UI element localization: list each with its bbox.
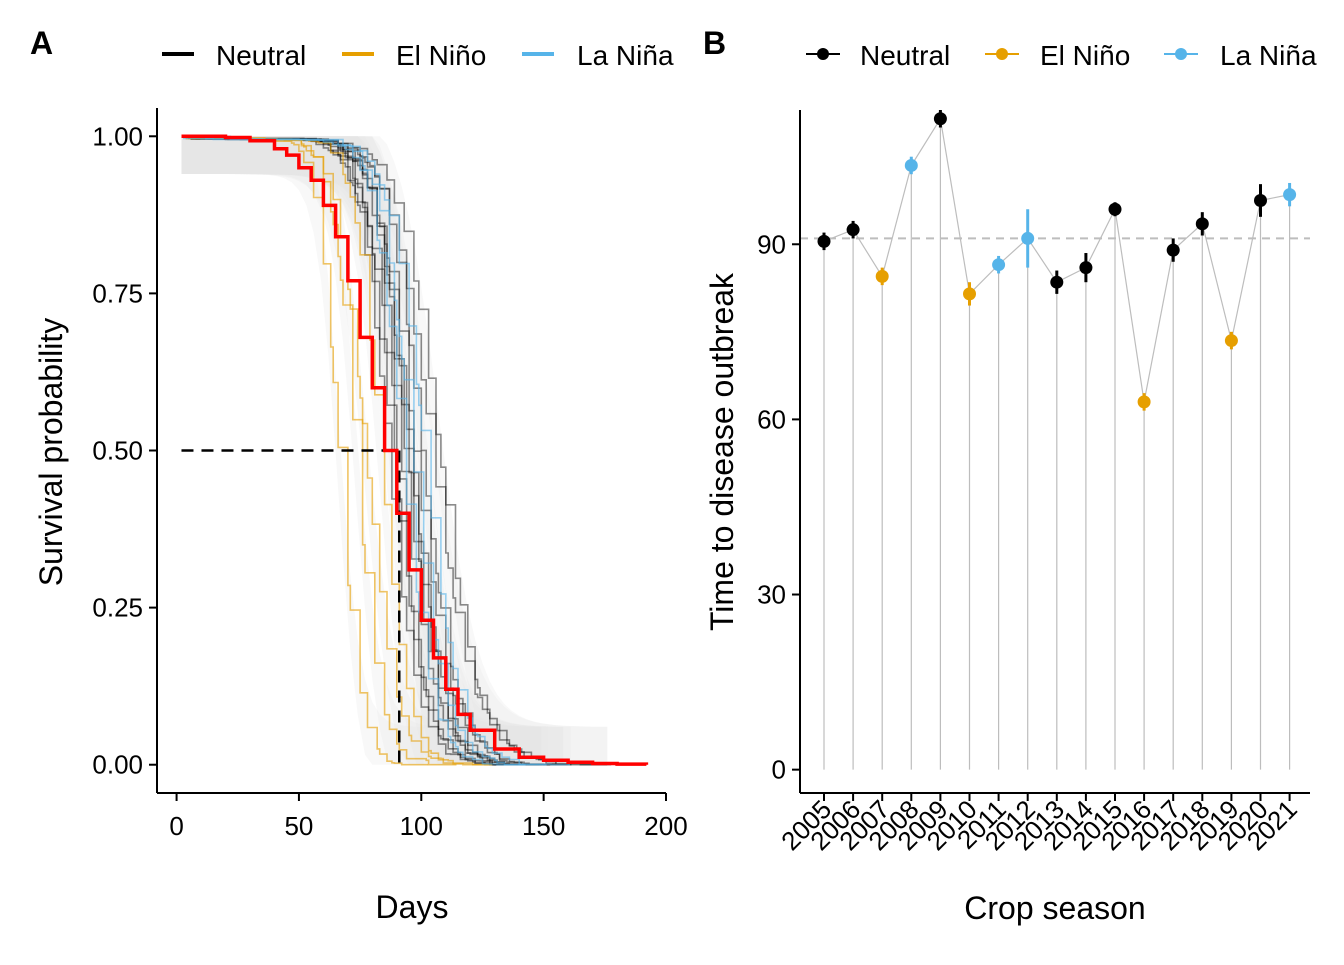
panel-a-x-tick-label: 50	[284, 811, 313, 841]
point-2016	[1137, 395, 1151, 409]
panel-a-mean-curve-group	[181, 134, 649, 766]
panel-b-x-ticks: 2005200620072008200920102011201220132014…	[775, 793, 1303, 856]
legend-a-la-nina-label: La Niña	[577, 40, 674, 71]
point-2020	[1254, 193, 1267, 207]
mean-survival-curve	[181, 134, 649, 766]
panel-b-x-axis-title: Crop season	[964, 890, 1145, 926]
panel-a-y-axis-title: Survival probability	[33, 318, 69, 587]
point-2018	[1195, 217, 1209, 231]
point-2017	[1166, 243, 1180, 257]
panel-a-y-tick-label: 0.00	[92, 750, 143, 780]
panel-a-y-tick-label: 0.25	[92, 593, 143, 623]
panel-a-y-tick-label: 1.00	[92, 121, 143, 151]
point-2005	[817, 234, 831, 248]
panel-a-y-tick-label: 0.50	[92, 436, 143, 466]
panel-a-x-tick-label: 100	[400, 811, 443, 841]
panel-a-median-reference	[181, 449, 401, 765]
legend-a-el-nino-label: El Niño	[396, 40, 486, 71]
point-2021	[1283, 188, 1297, 202]
panel-b-y-axis-title: Time to disease outbreak	[704, 272, 740, 631]
point-2006	[846, 223, 860, 237]
panel-b-y-tick-label: 90	[757, 229, 786, 259]
panel-a-x-tick-label: 200	[644, 811, 687, 841]
panel-b-drop-lines	[823, 118, 1291, 770]
panel-b-y-ticks: 0 30 60 90	[757, 229, 800, 785]
legend-b-el-nino-key-dot	[996, 48, 1008, 60]
point-2010	[963, 287, 976, 301]
panel-b-points	[817, 110, 1297, 411]
point-2009	[933, 112, 947, 126]
panel-a-plot: 0.00 0.25 0.50 0.75 1.00 0 50 100 150 200 Days S…	[33, 108, 688, 925]
panel-b-letter: B	[703, 25, 726, 61]
survival-band-neutral	[181, 136, 608, 765]
panel-b-y-tick-label: 60	[757, 404, 786, 434]
point-2008	[904, 158, 918, 172]
panel-a-x-tick-label: 150	[522, 811, 565, 841]
panel-a-x-tick-label: 0	[169, 811, 183, 841]
panel-a-y-ticks: 0.00 0.25 0.50 0.75 1.00	[92, 121, 157, 780]
legend-b-neutral-label: Neutral	[860, 40, 950, 71]
panel-b-plot: 0 30 60 90 20052006200720082009201020112012…	[704, 110, 1310, 926]
panel-b-legend: Neutral El Niño La Niña	[806, 40, 1317, 71]
panel-a-confidence-bands	[181, 136, 608, 765]
point-2019	[1224, 334, 1238, 348]
point-2011	[992, 258, 1006, 272]
legend-a-neutral-label: Neutral	[216, 40, 306, 71]
panel-b-y-tick-label: 0	[772, 755, 786, 785]
point-2007	[875, 269, 889, 283]
panel-a-letter: A	[30, 25, 53, 61]
panel-a-x-axis-title: Days	[376, 889, 449, 925]
panel-b-y-tick-label: 30	[757, 580, 786, 610]
legend-b-neutral-key-dot	[817, 48, 829, 60]
legend-b-la-nina-label: La Niña	[1220, 40, 1317, 71]
legend-b-la-nina-key-dot	[1175, 48, 1187, 60]
panel-a-x-ticks: 0 50 100 150 200	[169, 793, 688, 841]
point-2012	[1021, 231, 1035, 245]
panel-a-y-tick-label: 0.75	[92, 278, 143, 308]
legend-b-el-nino-label: El Niño	[1040, 40, 1130, 71]
point-2015	[1108, 202, 1122, 216]
point-2013	[1050, 275, 1064, 289]
point-2014	[1079, 261, 1093, 275]
panel-a-legend: Neutral El Niño La Niña	[162, 40, 674, 71]
